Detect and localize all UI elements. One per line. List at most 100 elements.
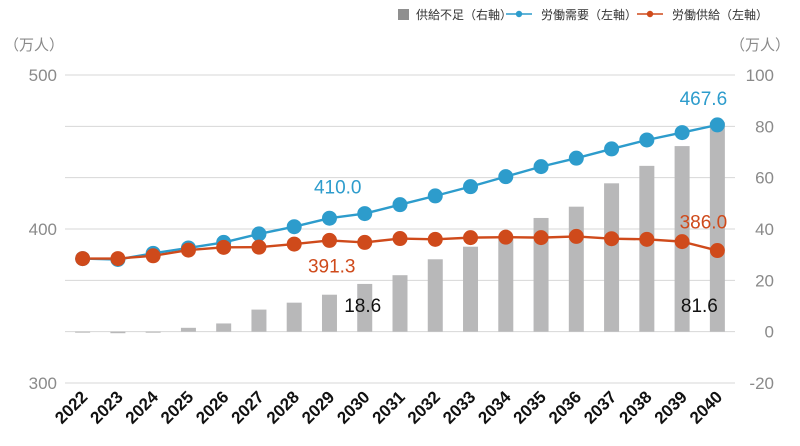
legend-item-demand: 労働需要（左軸） bbox=[506, 7, 637, 22]
demand-point bbox=[498, 169, 514, 185]
left-axis-tick-label: 300 bbox=[29, 374, 57, 393]
right-axis-tick-label: -20 bbox=[749, 374, 774, 393]
axes: 300400500-200204060801002022202320242025… bbox=[29, 66, 774, 428]
legend-item-supply: 労働供給（左軸） bbox=[637, 7, 768, 22]
shortage-bar bbox=[568, 206, 584, 332]
legend-swatch-demand-marker bbox=[515, 10, 523, 18]
supply-point bbox=[427, 231, 443, 247]
demand-point bbox=[321, 210, 337, 226]
shortage-bar bbox=[286, 302, 302, 332]
left-axis-tick-label: 400 bbox=[29, 220, 57, 239]
supply-point bbox=[251, 239, 267, 255]
shortage-bar bbox=[110, 331, 126, 334]
supply-point bbox=[709, 243, 725, 259]
demand-point bbox=[674, 125, 690, 141]
demand-point bbox=[639, 132, 655, 148]
shortage-bar bbox=[180, 327, 196, 332]
supply-point bbox=[321, 232, 337, 248]
right-axis-tick-label: 60 bbox=[755, 169, 774, 188]
right-axis-tick-label: 80 bbox=[755, 117, 774, 136]
x-axis-tick-label: 2032 bbox=[404, 387, 444, 427]
shortage-bar bbox=[427, 259, 443, 332]
x-axis-tick-label: 2033 bbox=[439, 387, 479, 427]
left-axis-tick-label: 500 bbox=[29, 66, 57, 85]
supply-point bbox=[75, 251, 91, 267]
supply-point bbox=[674, 234, 690, 250]
data-annotations: 410.0 467.6 391.3 386.0 18.6 81.6 bbox=[308, 89, 727, 317]
x-axis-tick-label: 2026 bbox=[192, 387, 232, 427]
data-label: 386.0 bbox=[680, 213, 728, 234]
legend-item-shortage: 供給不足（右軸） bbox=[398, 7, 512, 22]
supply-point bbox=[180, 242, 196, 258]
x-axis-tick-label: 2025 bbox=[157, 387, 197, 427]
right-axis-unit-label: （万人） bbox=[730, 36, 790, 54]
data-label: 81.6 bbox=[681, 296, 718, 317]
demand-point bbox=[357, 206, 373, 222]
legend-swatch-bar bbox=[398, 9, 409, 20]
shortage-bar bbox=[463, 246, 479, 332]
right-axis-tick-label: 0 bbox=[765, 323, 774, 342]
data-label: 391.3 bbox=[308, 256, 356, 277]
supply-point bbox=[533, 230, 549, 246]
x-axis-tick-label: 2035 bbox=[510, 387, 550, 427]
supply-point bbox=[110, 251, 126, 267]
x-axis-tick-label: 2038 bbox=[615, 387, 655, 427]
shortage-bar bbox=[604, 183, 620, 332]
data-label: 410.0 bbox=[314, 178, 362, 199]
shortage-bar bbox=[321, 294, 337, 332]
demand-point bbox=[463, 179, 479, 195]
data-label: 467.6 bbox=[680, 89, 728, 110]
demand-point bbox=[251, 226, 267, 242]
supply-point bbox=[357, 234, 373, 250]
legend-swatch-supply-marker bbox=[646, 10, 654, 18]
shortage-bar bbox=[216, 323, 232, 332]
x-axis-tick-label: 2029 bbox=[298, 387, 338, 427]
demand-point bbox=[427, 188, 443, 204]
data-label: 18.6 bbox=[344, 296, 381, 317]
supply-point bbox=[463, 230, 479, 246]
supply-point bbox=[286, 236, 302, 252]
supply-point bbox=[498, 229, 514, 245]
shortage-bar bbox=[533, 217, 549, 332]
supply-point bbox=[604, 231, 620, 247]
supply-point bbox=[568, 228, 584, 244]
x-axis-tick-label: 2023 bbox=[87, 387, 127, 427]
series-markers bbox=[75, 117, 725, 267]
right-axis-tick-label: 100 bbox=[746, 66, 774, 85]
x-axis-tick-label: 2028 bbox=[263, 387, 303, 427]
supply-point bbox=[145, 248, 161, 264]
shortage-bar bbox=[75, 331, 91, 333]
x-axis-tick-label: 2036 bbox=[545, 387, 585, 427]
right-axis-tick-label: 20 bbox=[755, 271, 774, 290]
shortage-bar bbox=[392, 275, 408, 332]
x-axis-tick-label: 2037 bbox=[580, 387, 620, 427]
shortage-bar bbox=[251, 309, 267, 332]
gridlines bbox=[65, 74, 735, 384]
shortage-bar bbox=[357, 283, 373, 332]
left-axis-unit-label: （万人） bbox=[4, 36, 64, 54]
supply-point bbox=[216, 239, 232, 255]
shortage-bar bbox=[498, 235, 514, 332]
shortage-bars bbox=[75, 122, 725, 334]
legend-label-demand: 労働需要（左軸） bbox=[541, 7, 637, 22]
shortage-bar bbox=[639, 165, 655, 332]
x-axis-tick-label: 2040 bbox=[686, 387, 726, 427]
demand-point bbox=[604, 141, 620, 157]
demand-point bbox=[568, 150, 584, 166]
legend-label-shortage: 供給不足（右軸） bbox=[416, 7, 512, 22]
legend-label-supply: 労働供給（左軸） bbox=[672, 7, 768, 22]
demand-point bbox=[286, 219, 302, 235]
x-axis-tick-label: 2031 bbox=[369, 387, 409, 427]
supply-point bbox=[639, 231, 655, 247]
x-axis-tick-label: 2034 bbox=[474, 387, 515, 428]
right-axis-tick-label: 40 bbox=[755, 220, 774, 239]
supply-point bbox=[392, 231, 408, 247]
shortage-bar bbox=[709, 122, 725, 332]
x-axis-tick-label: 2030 bbox=[333, 387, 373, 427]
demand-point bbox=[709, 117, 725, 133]
demand-point bbox=[392, 197, 408, 213]
x-axis-tick-label: 2022 bbox=[51, 387, 91, 427]
x-axis-tick-label: 2024 bbox=[122, 387, 163, 428]
demand-point bbox=[533, 159, 549, 175]
